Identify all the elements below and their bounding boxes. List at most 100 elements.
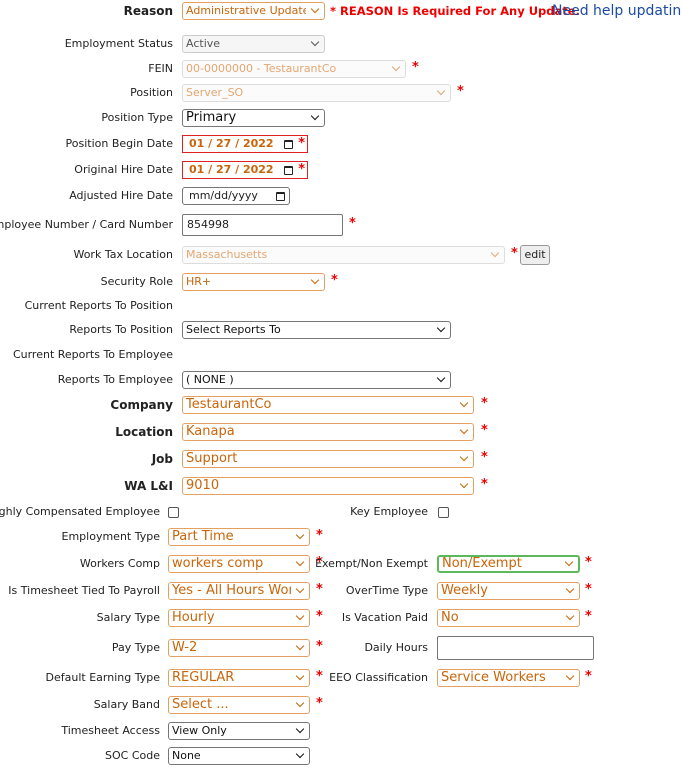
date-input[interactable]: 01 / 27 / 2022 * [182,161,308,179]
select-box[interactable]: W-2 [168,639,310,657]
date-input[interactable]: mm/dd/yyyy [182,187,290,205]
edit-button[interactable]: edit [520,245,550,265]
dropdown-arrow [310,111,320,121]
select-box[interactable]: Weekly [437,582,580,600]
select-box[interactable]: View Only [168,722,310,740]
dropdown-arrow [295,641,305,651]
dropdown-arrow [295,530,305,540]
select-value: Active [186,37,221,50]
required-mark: * [412,60,419,75]
select-value: ( NONE ) [186,373,234,386]
dropdown-arrow [295,671,305,681]
required-mark: * [457,84,464,99]
checkbox[interactable] [168,507,179,518]
calendar-icon [284,140,293,149]
select-value: Weekly [441,583,488,598]
select-box[interactable]: Select Reports To [182,321,451,339]
select-value: Part Time [172,529,234,544]
required-mark: * [316,669,323,684]
select-box[interactable]: Kanapa [182,423,474,441]
select-box[interactable]: HR+ [182,273,325,291]
select-box[interactable]: Primary [182,109,325,127]
select-value: Massachusetts [186,248,268,261]
dropdown-arrow [436,323,446,333]
field-label: Employment Status [64,37,173,50]
required-mark: * [585,669,592,684]
select-value: W-2 [172,640,198,655]
select-box[interactable]: No [437,609,580,627]
text-input[interactable]: 854998 [182,214,343,236]
required-mark: * [316,696,323,711]
select-value: Select ... [172,697,229,712]
select-box[interactable]: 9010 [182,477,474,495]
select-box[interactable]: Part Time [168,528,310,546]
dropdown-arrow [565,611,575,621]
date-input[interactable]: 01 / 27 / 2022 * [182,135,308,153]
select-box[interactable]: Massachusetts [182,246,505,264]
field-label: Highly Compensated Employee [0,505,160,518]
select-box[interactable]: Non/Exempt [437,555,580,573]
date-value: mm/dd/yyyy [189,189,258,202]
field-label: Employment Type [61,530,160,543]
dropdown-arrow [564,557,574,567]
select-box[interactable]: Service Workers [437,669,580,687]
select-box[interactable]: Active [182,35,325,53]
dropdown-arrow [310,37,320,47]
dropdown-arrow [295,698,305,708]
text-input[interactable] [437,636,594,660]
field-label: Key Employee [350,505,428,518]
field-label: Current Reports To Position [24,299,173,312]
required-mark: * [585,555,592,570]
field-label: EEO Classification [329,671,428,684]
dropdown-arrow [295,724,305,734]
select-box[interactable]: 00-0000000 - TestaurantCo [182,60,406,78]
dropdown-arrow [490,248,500,258]
select-box[interactable]: Administrative Update [182,2,325,20]
select-box[interactable]: ( NONE ) [182,371,451,389]
required-mark: * [481,450,488,465]
field-label: Original Hire Date [74,163,173,176]
field-label: Position Type [101,111,173,124]
field-label: Is Timesheet Tied To Payroll [8,584,160,597]
dropdown-arrow [459,479,469,489]
select-box[interactable]: REGULAR [168,669,310,687]
select-value: REGULAR [172,670,235,685]
required-mark: * [349,216,356,231]
checkbox[interactable] [438,507,449,518]
reason-note: * REASON Is Required For Any Update. [330,4,580,18]
field-label: WA L&I [124,479,173,493]
field-label: Job [151,452,173,466]
select-value: HR+ [186,275,212,288]
field-label: Adjusted Hire Date [69,189,173,202]
dropdown-arrow [295,584,305,594]
select-box[interactable]: Hourly [168,609,310,627]
required-mark: * [585,582,592,597]
select-value: Yes - All Hours Worked [172,583,291,598]
select-box[interactable]: None [168,747,310,765]
dropdown-arrow [436,373,446,383]
required-mark: * [331,273,338,288]
field-label: Work Tax Location [73,248,173,261]
select-box[interactable]: Select ... [168,696,310,714]
dropdown-arrow [391,62,401,72]
select-box[interactable]: workers comp [168,555,310,573]
dropdown-arrow [459,425,469,435]
select-value: Non/Exempt [442,557,522,571]
field-label: Salary Type [96,611,160,624]
field-label: Salary Band [93,698,160,711]
select-value: Kanapa [186,424,235,439]
select-box[interactable]: Support [182,450,474,468]
select-box[interactable]: Yes - All Hours Worked [168,582,310,600]
field-label: Location [115,425,173,439]
calendar-icon [276,192,285,201]
select-value: Server_SO [186,86,244,99]
select-box[interactable]: TestaurantCo [182,396,474,414]
required-mark: * [481,396,488,411]
dropdown-arrow [436,86,446,96]
select-box[interactable]: Server_SO [182,84,451,102]
required-mark: * [316,609,323,624]
field-label: Reports To Employee [57,373,173,386]
help-link[interactable]: Need help updating? [552,3,682,19]
field-label: Default Earning Type [45,671,160,684]
